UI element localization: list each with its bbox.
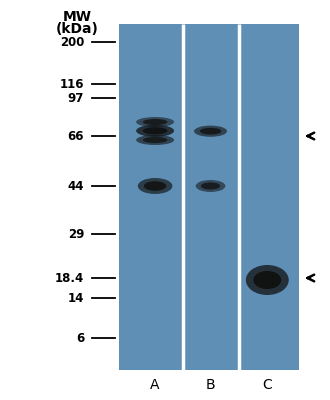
Ellipse shape	[253, 271, 281, 289]
Ellipse shape	[136, 135, 174, 145]
Ellipse shape	[196, 180, 225, 192]
Text: 29: 29	[68, 228, 84, 240]
Ellipse shape	[246, 265, 289, 295]
Ellipse shape	[138, 178, 172, 194]
Text: 18.4: 18.4	[55, 272, 84, 284]
Text: 66: 66	[68, 130, 84, 142]
Ellipse shape	[136, 125, 174, 137]
Text: 116: 116	[60, 78, 84, 90]
Ellipse shape	[200, 128, 221, 134]
Text: B: B	[206, 378, 215, 392]
Text: C: C	[262, 378, 272, 392]
Text: 6: 6	[76, 332, 84, 344]
Text: 97: 97	[68, 92, 84, 104]
Text: 44: 44	[68, 180, 84, 192]
Ellipse shape	[144, 181, 166, 191]
Ellipse shape	[136, 117, 174, 127]
Ellipse shape	[194, 126, 227, 137]
Text: 200: 200	[60, 36, 84, 48]
Text: 14: 14	[68, 292, 84, 304]
Text: (kDa): (kDa)	[56, 22, 99, 36]
Text: A: A	[150, 378, 160, 392]
Text: MW: MW	[63, 10, 92, 24]
Ellipse shape	[143, 127, 167, 134]
Bar	[119, 24, 299, 370]
Ellipse shape	[143, 137, 167, 143]
Ellipse shape	[201, 182, 220, 190]
Ellipse shape	[143, 119, 167, 125]
